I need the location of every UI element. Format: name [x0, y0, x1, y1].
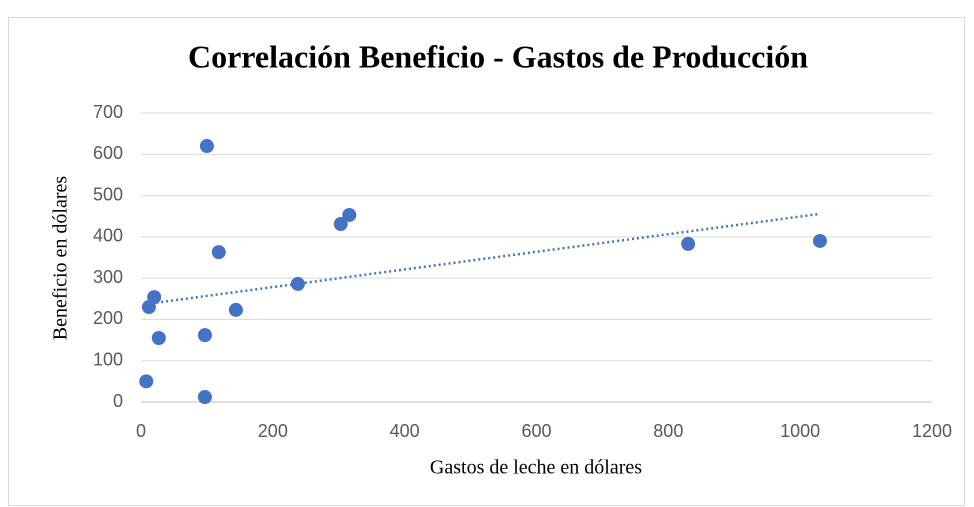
- y-tick-label: 400: [93, 226, 123, 246]
- x-tick-label: 0: [136, 421, 146, 441]
- chart-title: Correlación Beneficio - Gastos de Produc…: [188, 38, 808, 74]
- chart-border: [8, 17, 965, 506]
- y-tick-label: 700: [93, 102, 123, 122]
- point: [197, 390, 212, 405]
- x-axis-label: Gastos de leche en dólares: [430, 457, 642, 479]
- y-tick-label: 200: [93, 308, 123, 328]
- point: [333, 217, 348, 232]
- point: [228, 302, 243, 317]
- y-tick-label: 300: [93, 267, 123, 287]
- x-tick-label: 600: [521, 421, 551, 441]
- point: [147, 290, 162, 305]
- y-tick-label: 600: [93, 143, 123, 163]
- x-tick-label: 200: [258, 421, 288, 441]
- y-tick-label: 100: [93, 349, 123, 369]
- point: [151, 331, 166, 346]
- point: [139, 374, 154, 389]
- x-tick-label: 1200: [912, 421, 952, 441]
- point: [199, 139, 214, 154]
- y-tick-label: 0: [113, 391, 123, 411]
- point: [812, 233, 827, 248]
- x-tick-label: 800: [653, 421, 683, 441]
- x-tick-label: 1000: [780, 421, 820, 441]
- point: [681, 236, 696, 251]
- point: [211, 245, 226, 260]
- point: [197, 328, 212, 343]
- point: [290, 276, 305, 291]
- point: [342, 207, 357, 222]
- trendline: [146, 212, 821, 306]
- x-tick-label: 400: [390, 421, 420, 441]
- y-axis-label: Beneficio en dólares: [50, 176, 72, 341]
- y-tick-label: 500: [93, 184, 123, 204]
